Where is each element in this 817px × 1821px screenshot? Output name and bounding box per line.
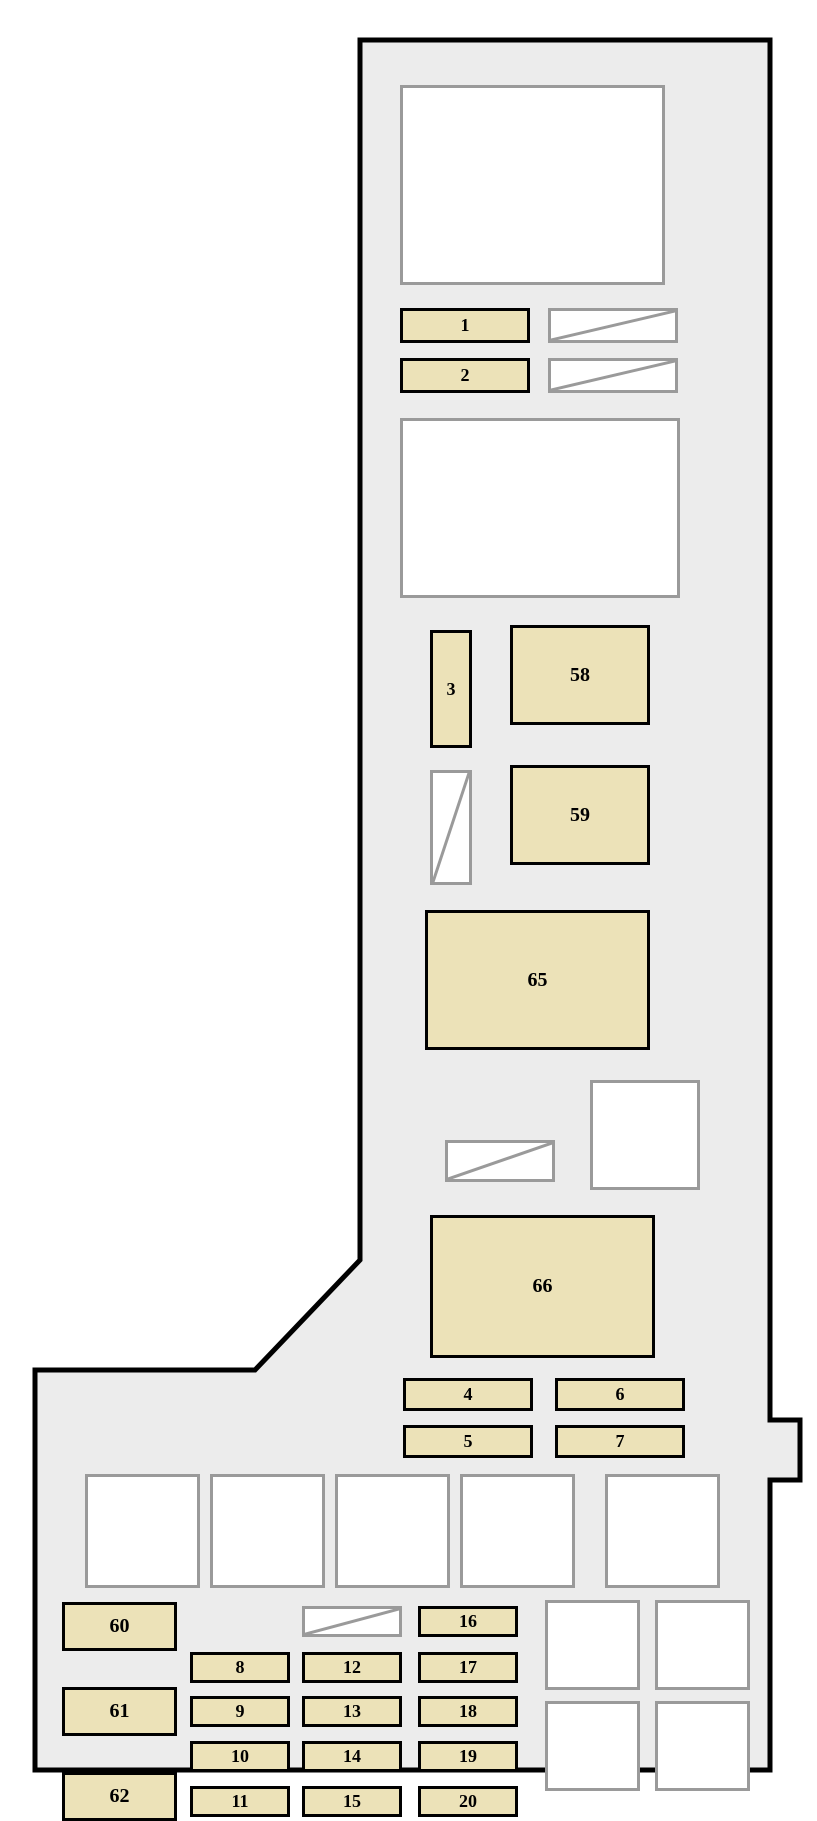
fuse-label-13: 13 <box>343 1701 361 1722</box>
fuse-fuse-7: 7 <box>555 1425 685 1458</box>
fusebox-diagram: 1235859656646576016812176191318101419621… <box>0 0 817 1795</box>
fuse-fuse-13: 13 <box>302 1696 402 1727</box>
fuse-label-15: 15 <box>343 1791 361 1812</box>
fuse-fuse-10: 10 <box>190 1741 290 1772</box>
fuse-fuse-11: 11 <box>190 1786 290 1817</box>
fuse-fuse-58: 58 <box>510 625 650 725</box>
fuse-fuse-20: 20 <box>418 1786 518 1817</box>
fuse-label-65: 65 <box>528 969 548 992</box>
fuse-fuse-1: 1 <box>400 308 530 343</box>
fuse-fuse-9: 9 <box>190 1696 290 1727</box>
fuse-label-2: 2 <box>461 365 470 386</box>
blank-white-relay-b6 <box>545 1600 640 1690</box>
blank-hatch-spare-h2 <box>302 1606 402 1637</box>
fuse-label-4: 4 <box>464 1384 473 1405</box>
fuse-label-6: 6 <box>616 1384 625 1405</box>
fuse-label-17: 17 <box>459 1657 477 1678</box>
fuse-label-18: 18 <box>459 1701 477 1722</box>
blank-hatch-spare-r1 <box>548 308 678 343</box>
blank-hatch-spare-h1 <box>445 1140 555 1182</box>
fuse-fuse-18: 18 <box>418 1696 518 1727</box>
fuse-fuse-8: 8 <box>190 1652 290 1683</box>
fuse-label-3: 3 <box>447 679 456 700</box>
blank-white-relay-sq <box>590 1080 700 1190</box>
fuse-label-5: 5 <box>464 1431 473 1452</box>
fuse-fuse-3: 3 <box>430 630 472 748</box>
blank-hatch-spare-r2 <box>548 358 678 393</box>
fuse-label-12: 12 <box>343 1657 361 1678</box>
fuse-fuse-6: 6 <box>555 1378 685 1411</box>
fuse-fuse-12: 12 <box>302 1652 402 1683</box>
fuse-label-7: 7 <box>616 1431 625 1452</box>
fuse-fuse-4: 4 <box>403 1378 533 1411</box>
fuse-label-8: 8 <box>236 1657 245 1678</box>
blank-white-relay-b8 <box>545 1701 640 1791</box>
fuse-label-62: 62 <box>110 1785 130 1808</box>
fuse-label-59: 59 <box>570 804 590 827</box>
blank-white-relay-b9 <box>655 1701 750 1791</box>
fuse-fuse-17: 17 <box>418 1652 518 1683</box>
blank-white-relay-2 <box>400 418 680 598</box>
fuse-label-9: 9 <box>236 1701 245 1722</box>
blank-white-relay-b4 <box>460 1474 575 1587</box>
fuse-label-16: 16 <box>459 1611 477 1632</box>
fuse-fuse-60: 60 <box>62 1602 177 1651</box>
fuse-fuse-65: 65 <box>425 910 650 1050</box>
fuse-fuse-16: 16 <box>418 1606 518 1637</box>
fuse-label-61: 61 <box>110 1700 130 1723</box>
blank-hatch-spare-v1 <box>430 770 472 885</box>
blank-white-relay-b3 <box>335 1474 450 1587</box>
fuse-fuse-66: 66 <box>430 1215 655 1358</box>
fuse-label-14: 14 <box>343 1746 361 1767</box>
blank-white-relay-b7 <box>655 1600 750 1690</box>
fuse-fuse-19: 19 <box>418 1741 518 1772</box>
fuse-fuse-61: 61 <box>62 1687 177 1736</box>
fuse-label-66: 66 <box>533 1275 553 1298</box>
fuse-label-58: 58 <box>570 664 590 687</box>
blank-white-relay-top <box>400 85 665 285</box>
fuse-fuse-14: 14 <box>302 1741 402 1772</box>
fuse-label-10: 10 <box>231 1746 249 1767</box>
fuse-label-1: 1 <box>461 315 470 336</box>
fuse-label-11: 11 <box>231 1791 248 1812</box>
fuse-label-19: 19 <box>459 1746 477 1767</box>
blank-white-relay-b5 <box>605 1474 720 1587</box>
fuse-fuse-62: 62 <box>62 1772 177 1821</box>
fuse-fuse-5: 5 <box>403 1425 533 1458</box>
blank-white-relay-b2 <box>210 1474 325 1587</box>
fuse-fuse-59: 59 <box>510 765 650 865</box>
blank-white-relay-b1 <box>85 1474 200 1587</box>
fuse-label-20: 20 <box>459 1791 477 1812</box>
fuse-fuse-15: 15 <box>302 1786 402 1817</box>
fuse-fuse-2: 2 <box>400 358 530 393</box>
fuse-label-60: 60 <box>110 1615 130 1638</box>
